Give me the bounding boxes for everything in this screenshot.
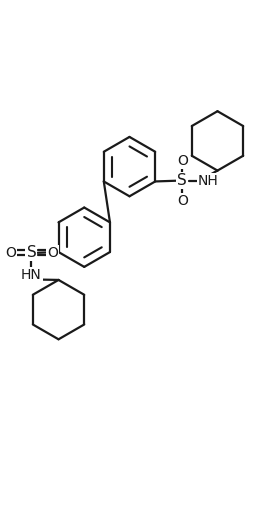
- Text: S: S: [177, 173, 187, 188]
- Text: O: O: [177, 154, 188, 168]
- Text: NH: NH: [198, 174, 219, 188]
- Text: HN: HN: [21, 268, 42, 282]
- Text: O: O: [47, 246, 58, 260]
- Text: O: O: [177, 194, 188, 208]
- Text: O: O: [5, 246, 16, 260]
- Text: S: S: [26, 245, 36, 260]
